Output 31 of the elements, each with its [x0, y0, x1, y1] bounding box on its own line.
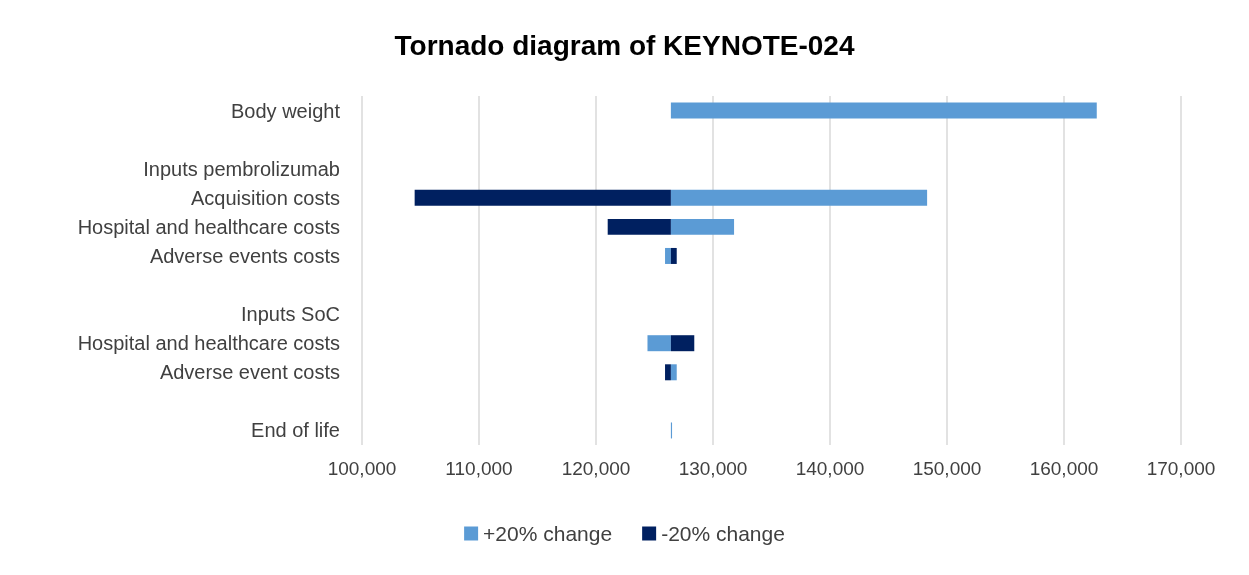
bar: [607, 218, 671, 235]
bar: [414, 189, 671, 206]
legend-label: -20% change: [661, 522, 785, 545]
y-tick-label: Inputs pembrolizumab: [143, 157, 340, 180]
y-tick-label: Body weight: [231, 99, 341, 122]
bar: [670, 247, 677, 264]
x-tick-label: 130,000: [678, 458, 748, 479]
x-tick-label: 110,000: [445, 458, 513, 479]
bar: [670, 189, 928, 206]
y-tick-label: Adverse event costs: [159, 361, 340, 384]
bar: [670, 364, 677, 381]
y-tick-label: Acquisition costs: [191, 186, 340, 209]
bar: [665, 247, 671, 264]
y-tick-label: Hospital and healthcare costs: [77, 332, 340, 355]
y-tick-label: End of life: [251, 419, 340, 442]
bar: [670, 335, 695, 352]
bar: [670, 218, 735, 235]
x-tick-label: 150,000: [912, 458, 982, 479]
y-tick-label: Adverse events costs: [149, 244, 340, 267]
y-tick-label: Inputs SoC: [241, 303, 340, 326]
y-tick-label: Hospital and healthcare costs: [77, 215, 340, 238]
x-tick-label: 170,000: [1146, 458, 1216, 479]
chart-title: Tornado diagram of KEYNOTE-024: [394, 29, 855, 61]
bar: [665, 364, 671, 381]
bar: [670, 102, 1097, 119]
x-tick-label: 100,000: [327, 458, 397, 479]
legend-label: +20% change: [483, 522, 613, 545]
x-tick-label: 140,000: [795, 458, 865, 479]
bar: [647, 335, 671, 352]
x-tick-label: 120,000: [561, 458, 631, 479]
x-tick-label: 160,000: [1029, 458, 1099, 479]
